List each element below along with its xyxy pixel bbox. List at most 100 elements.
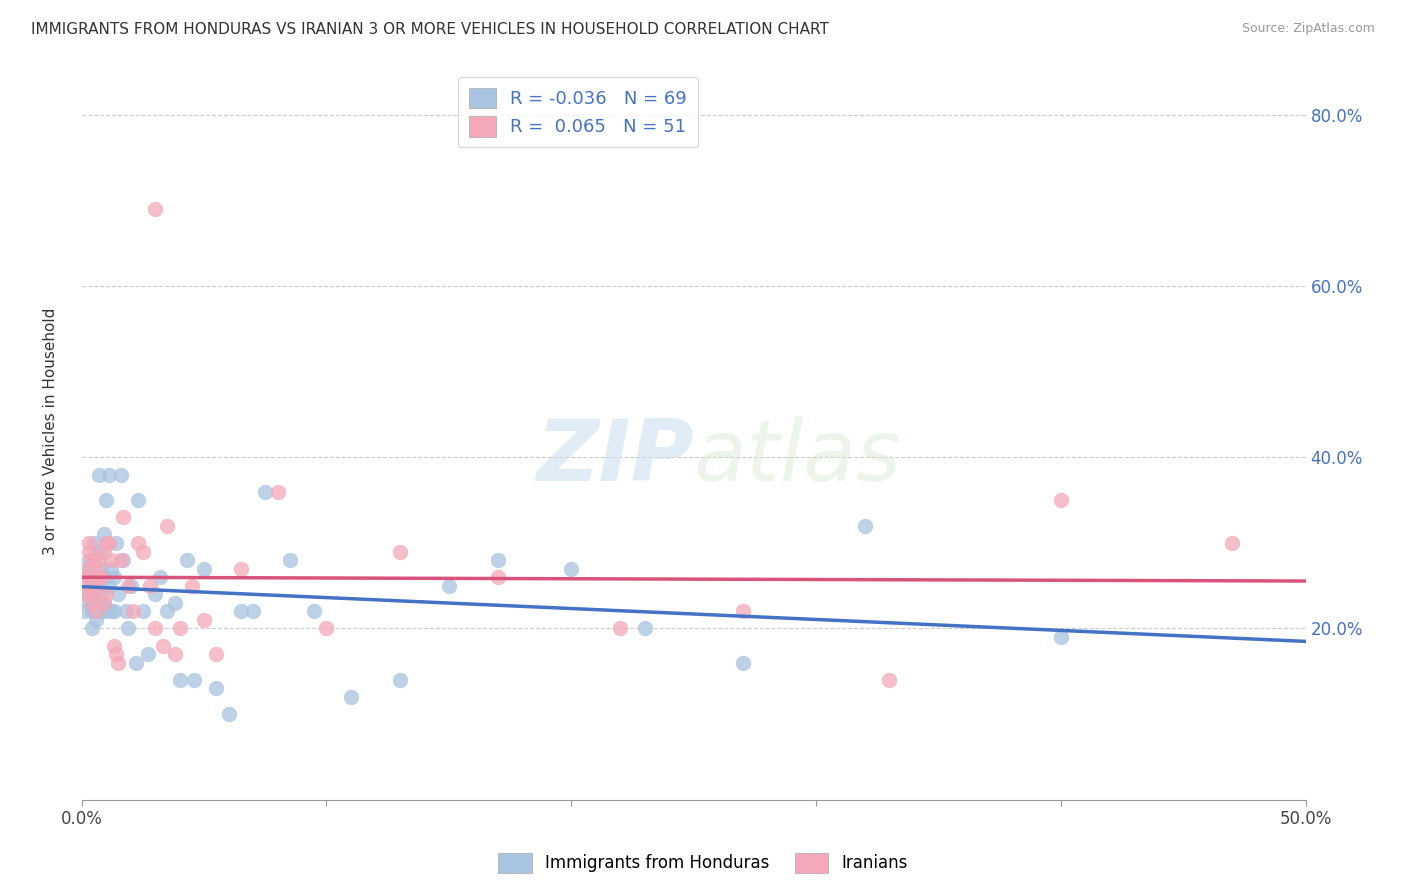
Point [77, 544, 100, 558]
Legend: R = -0.036   N = 69, R =  0.065   N = 51: R = -0.036 N = 69, R = 0.065 N = 51 [458, 77, 697, 147]
Point [229, 604, 252, 618]
Point [97, 536, 120, 550]
Point [205, 681, 228, 696]
Point [193, 561, 215, 575]
Point [97, 579, 120, 593]
Point [634, 622, 657, 636]
Point [96, 604, 118, 618]
Point [76, 570, 98, 584]
Point [1049, 493, 1071, 508]
Point [139, 579, 162, 593]
Point [266, 484, 288, 499]
Point [77, 553, 100, 567]
Point [90, 561, 112, 575]
Point [388, 544, 411, 558]
Point [879, 673, 901, 687]
Point [163, 647, 186, 661]
Point [105, 536, 128, 550]
Point [127, 536, 149, 550]
Point [731, 604, 754, 618]
Point [87, 579, 110, 593]
Point [486, 570, 509, 584]
Point [143, 202, 166, 217]
Point [96, 587, 118, 601]
Point [560, 561, 582, 575]
Point [205, 647, 228, 661]
Point [83, 587, 105, 601]
Point [77, 561, 100, 575]
Point [100, 553, 122, 567]
Point [193, 613, 215, 627]
Point [90, 570, 112, 584]
Point [149, 570, 172, 584]
Point [143, 587, 166, 601]
Point [83, 604, 105, 618]
Point [76, 587, 98, 601]
Point [96, 536, 118, 550]
Point [87, 467, 110, 482]
Point [132, 604, 155, 618]
Point [80, 596, 103, 610]
Point [122, 604, 145, 618]
Point [93, 596, 115, 610]
Point [86, 561, 108, 575]
Text: IMMIGRANTS FROM HONDURAS VS IRANIAN 3 OR MORE VEHICLES IN HOUSEHOLD CORRELATION : IMMIGRANTS FROM HONDURAS VS IRANIAN 3 OR… [31, 22, 828, 37]
Point [77, 570, 100, 584]
Point [87, 570, 110, 584]
Point [180, 579, 202, 593]
Point [136, 647, 159, 661]
Y-axis label: 3 or more Vehicles in Household: 3 or more Vehicles in Household [44, 308, 58, 556]
Point [76, 561, 98, 575]
Legend: Immigrants from Honduras, Iranians: Immigrants from Honduras, Iranians [492, 847, 914, 880]
Point [156, 519, 179, 533]
Point [105, 647, 128, 661]
Point [437, 579, 460, 593]
Point [143, 622, 166, 636]
Point [304, 604, 326, 618]
Point [93, 596, 115, 610]
Point [254, 484, 277, 499]
Point [156, 604, 179, 618]
Point [110, 553, 132, 567]
Point [100, 561, 122, 575]
Point [609, 622, 631, 636]
Point [1220, 536, 1243, 550]
Point [83, 579, 105, 593]
Point [103, 604, 125, 618]
Point [77, 596, 100, 610]
Point [80, 579, 103, 593]
Point [340, 690, 363, 704]
Point [112, 553, 135, 567]
Point [87, 544, 110, 558]
Point [96, 493, 118, 508]
Point [80, 604, 103, 618]
Point [176, 553, 198, 567]
Point [183, 673, 205, 687]
Point [87, 553, 110, 567]
Point [731, 656, 754, 670]
Text: atlas: atlas [693, 416, 901, 499]
Text: ZIP: ZIP [536, 416, 693, 499]
Point [132, 544, 155, 558]
Point [853, 519, 876, 533]
Point [229, 561, 252, 575]
Point [103, 570, 125, 584]
Point [107, 656, 129, 670]
Point [218, 706, 240, 721]
Point [93, 570, 115, 584]
Point [315, 622, 337, 636]
Point [169, 622, 191, 636]
Point [103, 639, 125, 653]
Point [169, 673, 191, 687]
Point [97, 467, 120, 482]
Point [120, 579, 142, 593]
Point [93, 527, 115, 541]
Text: Source: ZipAtlas.com: Source: ZipAtlas.com [1241, 22, 1375, 36]
Point [388, 673, 411, 687]
Point [114, 604, 136, 618]
Point [152, 639, 174, 653]
Point [86, 570, 108, 584]
Point [163, 596, 186, 610]
Point [117, 579, 139, 593]
Point [83, 536, 105, 550]
